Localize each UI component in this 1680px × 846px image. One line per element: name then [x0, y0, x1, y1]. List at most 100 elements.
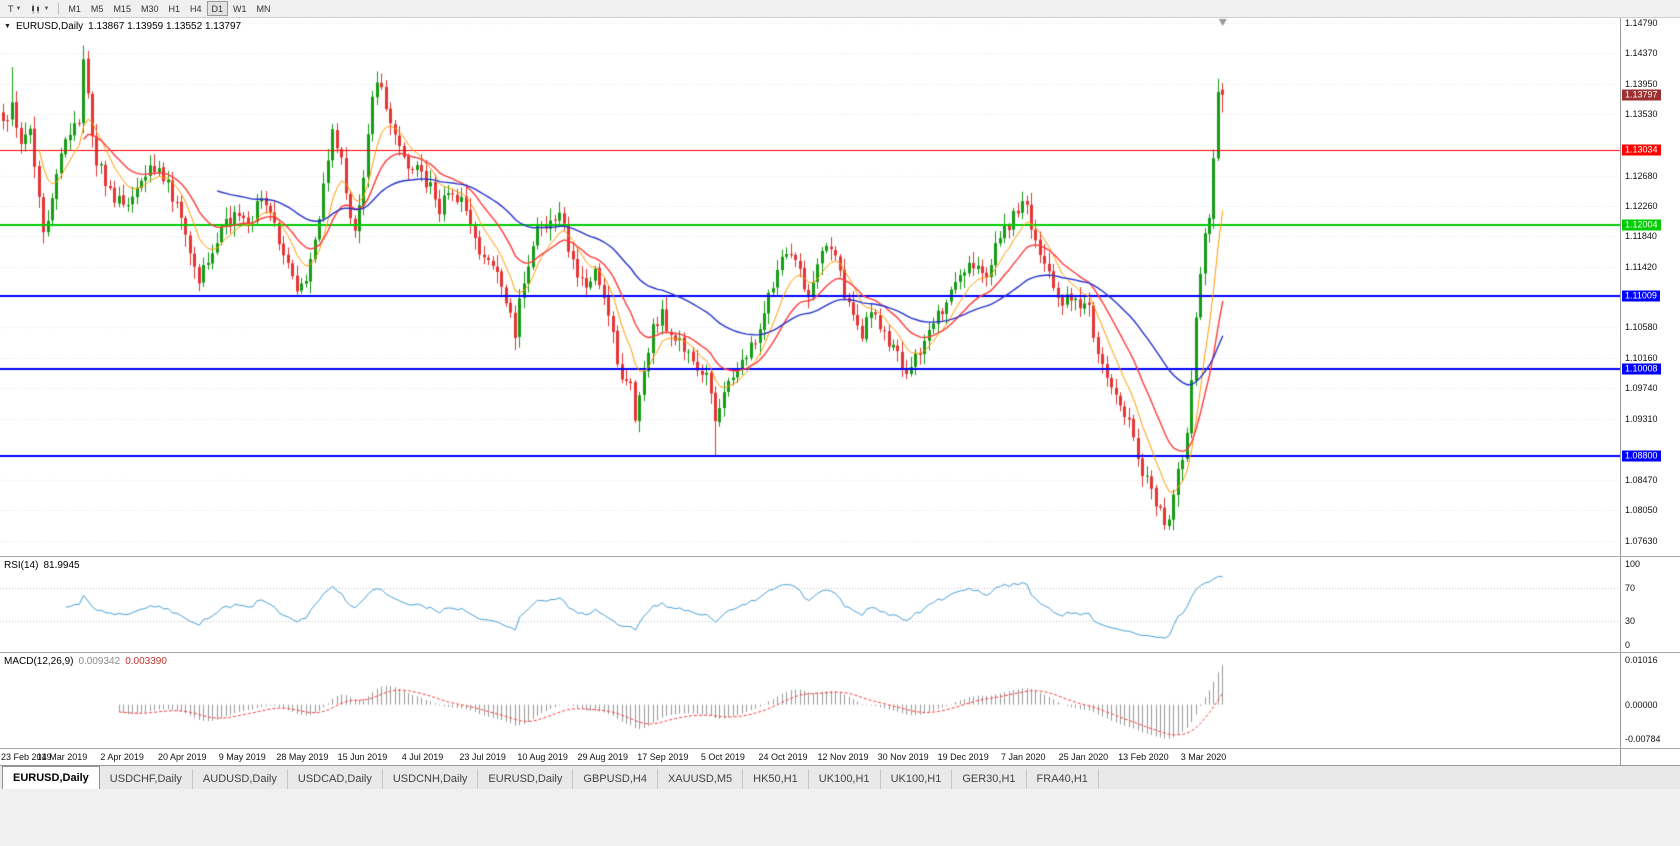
timeframe-button-d1[interactable]: D1	[206, 1, 229, 16]
price-tick-label: 1.13950	[1625, 78, 1658, 89]
macd-indicator-panel: MACD(12,26,9) 0.009342 0.003390 0.01016 0…	[0, 652, 1680, 748]
chart-toolbar: T ▼ ▼ M1 M5 M15 M30 H1 H4 D1 W1 MN	[0, 0, 1680, 18]
symbol-period-label: EURUSD,Daily	[15, 21, 84, 32]
price-tick-label: 1.07630	[1625, 535, 1658, 546]
rsi-canvas[interactable]	[0, 557, 1620, 652]
price-chart-canvas[interactable]	[0, 18, 1620, 556]
rsi-title: RSI(14) 81.9945	[4, 560, 80, 571]
timeframe-button-m1[interactable]: M1	[68, 3, 81, 14]
chevron-down-icon: ▼	[15, 5, 22, 12]
date-tick-label: 23 Jul 2019	[459, 752, 506, 762]
price-tick-label: 1.08470	[1625, 475, 1658, 486]
chart-tab-usdchf-daily[interactable]: USDCHF,Daily	[100, 769, 193, 789]
chart-tab-uk100-h1[interactable]: UK100,H1	[809, 769, 881, 789]
price-tick-label: 1.10160	[1625, 352, 1658, 363]
price-tick-label: 1.12260	[1625, 201, 1658, 211]
price-tick-label: 1.09740	[1625, 383, 1658, 394]
chart-type-button[interactable]: ▼	[26, 1, 54, 16]
macd-tick-label: 0.01016	[1625, 655, 1658, 666]
chart-title: ▼ EURUSD,Daily 1.13867 1.13959 1.13552 1…	[4, 21, 241, 32]
price-tick-label: 1.12680	[1625, 170, 1658, 181]
rsi-label: RSI(14)	[4, 560, 39, 571]
rsi-tick-label: 0	[1625, 640, 1631, 650]
date-tick-label: 4 Jul 2019	[401, 752, 444, 762]
macd-signal-value: 0.003390	[125, 656, 167, 667]
chart-tab-usdcnh-daily[interactable]: USDCNH,Daily	[383, 769, 479, 789]
templates-button-label: T	[8, 3, 14, 14]
price-tick-label: 1.14790	[1625, 18, 1658, 29]
chart-tab-fra40-h1[interactable]: FRA40,H1	[1027, 769, 1099, 789]
chart-tab-uk100-h1[interactable]: UK100,H1	[881, 769, 953, 789]
price-tick-label: 1.10580	[1625, 322, 1658, 333]
resistance-level-badge: 1.13034	[1622, 144, 1661, 156]
time-axis-corner	[1620, 749, 1680, 765]
macd-canvas[interactable]	[0, 653, 1620, 748]
chart-tab-usdcad-daily[interactable]: USDCAD,Daily	[288, 769, 383, 789]
macd-axis[interactable]: 0.01016 0.00000 -0.00784	[1620, 653, 1680, 748]
date-tick-label: 15 Jun 2019	[337, 752, 388, 762]
date-tick-label: 2 Apr 2019	[100, 752, 144, 762]
date-tick-label: 12 Nov 2019	[817, 752, 869, 762]
time-axis[interactable]: 23 Feb 2019 14 Mar 2019 2 Apr 2019 20 Apr 2…	[0, 748, 1680, 765]
macd-title: MACD(12,26,9) 0.009342 0.003390	[4, 656, 167, 667]
price-tick-label: 1.13530	[1625, 109, 1658, 120]
date-tick-label: 10 Aug 2019	[517, 752, 568, 762]
timeframe-button-h4[interactable]: H4	[189, 3, 202, 14]
date-tick-label: 7 Jan 2020	[1000, 752, 1046, 762]
toolbar-separator	[58, 2, 60, 15]
chart-tab-eurusd-daily[interactable]: EURUSD,Daily	[2, 766, 100, 789]
timeframe-button-w1[interactable]: W1	[233, 3, 247, 14]
date-tick-label: 29 Aug 2019	[577, 752, 629, 762]
timeframe-button-m5[interactable]: M5	[90, 3, 104, 14]
support-level-badge: 1.10008	[1622, 363, 1661, 375]
date-tick-label: 3 Mar 2020	[1180, 752, 1227, 762]
date-tick-label: 17 Sep 2019	[637, 752, 689, 762]
rsi-tick-label: 30	[1625, 615, 1636, 626]
rsi-indicator-panel: RSI(14) 81.9945 100 70 30 0	[0, 556, 1680, 652]
date-tick-label: 9 May 2019	[218, 752, 266, 762]
macd-tick-label: 0.00000	[1625, 699, 1658, 710]
support-level-badge: 1.08800	[1622, 450, 1661, 462]
timeframe-button-group: M1 M5 M15 M30 H1 H4 D1 W1 MN	[63, 1, 275, 16]
date-tick-label: 19 Dec 2019	[937, 752, 989, 762]
price-tick-label: 1.11840	[1625, 231, 1657, 242]
rsi-value: 81.9945	[43, 560, 80, 571]
date-tick-label: 28 May 2019	[276, 752, 329, 762]
date-tick-label: 25 Jan 2020	[1058, 752, 1109, 762]
price-chart-panel: ▼ EURUSD,Daily 1.13867 1.13959 1.13552 1…	[0, 18, 1680, 556]
timeframe-button-m30[interactable]: M30	[140, 3, 159, 14]
timeframe-button-mn[interactable]: MN	[256, 3, 271, 14]
collapse-triangle-icon[interactable]: ▼	[4, 23, 11, 30]
date-tick-label: 20 Apr 2019	[157, 752, 207, 762]
chart-tab-xauusd-m5[interactable]: XAUUSD,M5	[658, 769, 744, 789]
price-axis[interactable]: 1.14790 1.14370 1.13950 1.13530 1.12680 1.122…	[1620, 18, 1680, 556]
date-tick-label: 24 Oct 2019	[758, 752, 808, 762]
date-tick-label: 23 Feb 2019	[1, 752, 52, 762]
date-tick-label: 30 Nov 2019	[877, 752, 929, 762]
candlestick-chart-icon	[31, 4, 41, 14]
chart-tab-hk50-h1[interactable]: HK50,H1	[743, 769, 809, 789]
price-tick-label: 1.11420	[1625, 261, 1657, 272]
chart-tab-gbpusd-h4[interactable]: GBPUSD,H4	[573, 769, 658, 789]
chevron-down-icon: ▼	[43, 5, 50, 12]
support-level-badge: 1.11009	[1622, 290, 1660, 302]
price-tick-label: 1.08050	[1625, 505, 1658, 516]
price-tick-label: 1.14370	[1625, 48, 1658, 59]
timeframe-button-h1[interactable]: H1	[168, 3, 180, 14]
date-tick-label: 5 Oct 2019	[700, 752, 745, 762]
date-tick-label: 13 Feb 2020	[1118, 752, 1169, 762]
templates-button[interactable]: T ▼	[3, 1, 26, 16]
chart-tab-bar: EURUSD,Daily USDCHF,Daily AUDUSD,Daily USDC…	[0, 765, 1680, 789]
macd-main-value: 0.009342	[78, 656, 121, 667]
timeframe-button-m15[interactable]: M15	[113, 3, 131, 14]
chart-tab-eurusd-daily[interactable]: EURUSD,Daily	[478, 769, 574, 789]
chart-tab-ger30-h1[interactable]: GER30,H1	[952, 769, 1027, 789]
window-background	[0, 789, 1680, 846]
macd-label: MACD(12,26,9)	[4, 656, 74, 667]
rsi-tick-label: 100	[1625, 559, 1641, 569]
chart-tab-audusd-daily[interactable]: AUDUSD,Daily	[193, 769, 288, 789]
rsi-axis[interactable]: 100 70 30 0	[1620, 557, 1680, 652]
current-price-badge: 1.13797	[1622, 89, 1661, 101]
price-tick-label: 1.09310	[1625, 414, 1658, 425]
